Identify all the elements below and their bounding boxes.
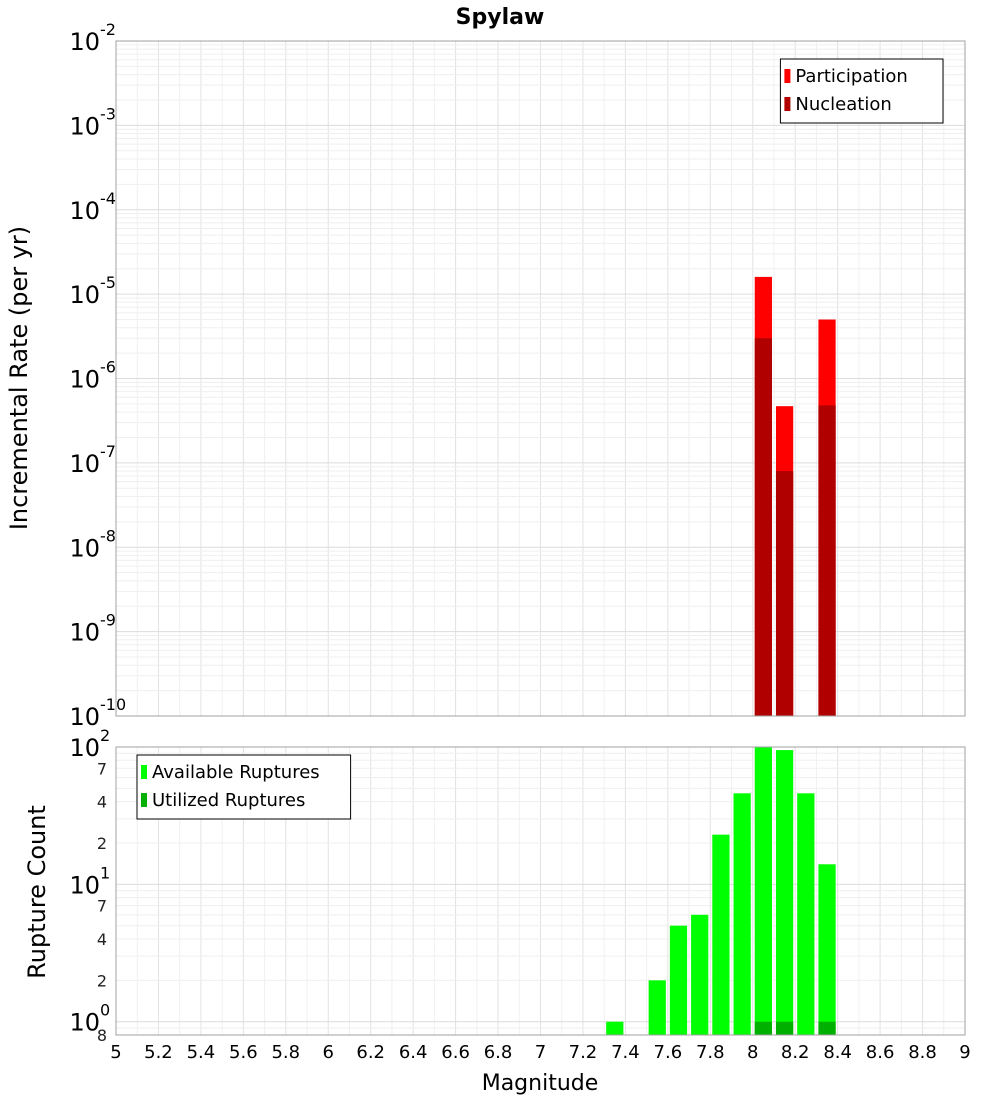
y-tick-exponent: -8 (100, 526, 116, 545)
x-tick-label: 8.4 (823, 1042, 852, 1063)
y-tick-exponent: -6 (100, 358, 116, 377)
count-bar-secondary (775, 1021, 794, 1035)
y-tick-exponent: -4 (100, 189, 116, 208)
legend-entry: Nucleation (795, 94, 891, 115)
legend-swatch (141, 793, 147, 807)
x-tick-label: 7 (535, 1042, 546, 1063)
legend-box (136, 754, 352, 820)
count-bar-primary (818, 864, 836, 1035)
y-tick-label: 10 (69, 703, 100, 731)
y-tick-label: 10 (69, 619, 100, 647)
x-tick-label: 6 (323, 1042, 334, 1063)
y-tick-label: 10 (69, 871, 100, 899)
x-tick-label: 9 (959, 1042, 970, 1063)
legend-entry: Participation (795, 66, 907, 87)
count-bar-primary (648, 980, 666, 1035)
legend-swatch (784, 69, 791, 83)
x-tick-label: 7.6 (654, 1042, 683, 1063)
x-tick-label: 8.2 (781, 1042, 810, 1063)
y-tick-exponent: -2 (100, 20, 116, 39)
legend-entry: Available Ruptures (152, 762, 320, 783)
y-minor-tick-label: 2 (97, 834, 107, 853)
count-bar-primary (775, 750, 794, 1035)
rate-bar-secondary (775, 471, 794, 716)
y-tick-label: 10 (69, 28, 100, 56)
rate-plot-border (115, 40, 966, 717)
rate-legend: Participation Nucleation (779, 58, 944, 124)
x-tick-label: 7.2 (569, 1042, 598, 1063)
count-y-axis-label: Rupture Count (23, 805, 51, 979)
count-bar-primary (606, 1021, 624, 1035)
count-bar-primary (754, 747, 772, 1035)
y-tick-exponent: -9 (100, 611, 116, 630)
x-tick-label: 5 (110, 1042, 121, 1063)
count-legend: Available Ruptures Utilized Ruptures (136, 754, 352, 820)
rate-bars (754, 276, 836, 716)
y-tick-exponent: -10 (100, 695, 126, 714)
y-tick-label: 10 (69, 734, 100, 762)
y-tick-exponent: -7 (100, 442, 116, 461)
chart-title: Spylaw (456, 5, 545, 30)
count-plot-border (115, 746, 966, 1036)
y-tick-exponent: 1 (100, 863, 110, 882)
x-tick-label: 6.2 (356, 1042, 385, 1063)
y-tick-exponent: 0 (100, 1001, 110, 1020)
x-tick-label: 8.8 (908, 1042, 937, 1063)
x-axis-label: Magnitude (482, 1071, 599, 1096)
y-tick-label: 10 (69, 366, 100, 394)
y-minor-tick-label: 4 (97, 930, 107, 949)
x-tick-label: 7.8 (696, 1042, 725, 1063)
count-bar-primary (691, 914, 709, 1035)
y-minor-tick-label: 2 (97, 971, 107, 990)
x-tick-label: 8 (747, 1042, 758, 1063)
x-axis-ticks: 5 5.2 5.4 5.6 5.8 6 6.2 6.4 6.6 6.8 7 7.2 7.4 7.6 7.8 8… (110, 1042, 970, 1063)
x-tick-label: 6.6 (441, 1042, 470, 1063)
x-tick-label: 5.6 (229, 1042, 258, 1063)
y-tick-label: 10 (69, 281, 100, 309)
y-tick-exponent: -3 (100, 104, 116, 123)
rate-y-axis-label: Incremental Rate (per yr) (5, 226, 33, 530)
count-bar-primary (669, 925, 688, 1035)
y-minor-tick-label: 4 (97, 793, 107, 812)
rate-bar-secondary (754, 338, 772, 716)
y-tick-exponent: -5 (100, 273, 116, 292)
count-bar-primary (733, 793, 751, 1035)
x-tick-label: 5.4 (187, 1042, 216, 1063)
x-tick-label: 5.8 (271, 1042, 300, 1063)
x-tick-label: 7.4 (611, 1042, 640, 1063)
count-bar-secondary (754, 1021, 772, 1035)
y-tick-label: 10 (69, 450, 100, 478)
legend-entry: Utilized Ruptures (152, 790, 305, 811)
count-bar-secondary (818, 1021, 836, 1035)
legend-swatch (784, 97, 791, 111)
x-tick-label: 6.4 (399, 1042, 428, 1063)
y-tick-label: 10 (69, 112, 100, 140)
y-tick-exponent: 2 (100, 726, 110, 745)
x-tick-label: 6.8 (484, 1042, 513, 1063)
rate-grid (115, 40, 966, 717)
x-tick-label: 5.2 (144, 1042, 173, 1063)
legend-swatch (141, 765, 147, 779)
y-minor-tick-label: 7 (97, 759, 107, 778)
x-tick-label: 8.6 (866, 1042, 895, 1063)
count-bar-primary (712, 834, 730, 1035)
count-bars (606, 747, 836, 1035)
y-minor-tick-label: 8 (97, 1026, 107, 1045)
rate-bar-secondary (818, 405, 836, 716)
y-tick-label: 10 (69, 534, 100, 562)
count-bar-primary (797, 793, 815, 1035)
y-tick-label: 10 (69, 197, 100, 225)
y-minor-tick-label: 7 (97, 897, 107, 916)
y-tick-label: 10 (69, 1009, 100, 1037)
legend-box (779, 58, 944, 124)
